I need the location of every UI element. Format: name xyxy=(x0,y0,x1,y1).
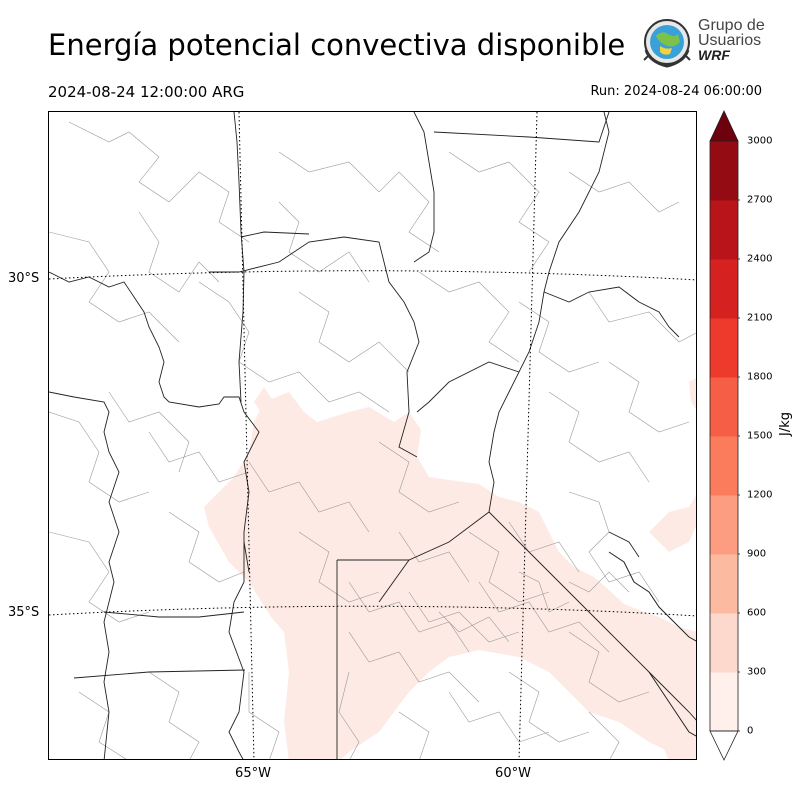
colorbar-tick-label: 600 xyxy=(747,607,767,619)
coastline xyxy=(608,551,696,737)
lat-label-35s: 35°S xyxy=(8,605,40,620)
colorbar-tick-label: 2400 xyxy=(747,253,773,265)
colorbar-tick-label: 2100 xyxy=(747,312,773,324)
logo-line-2: Usuarios xyxy=(698,32,762,49)
colorbar-unit: J/kg xyxy=(778,412,793,436)
logo: Grupo de Usuarios WRF xyxy=(638,16,768,72)
colorbar-segment xyxy=(710,259,738,319)
lon-label-65w: 65°W xyxy=(235,766,271,781)
colorbar-segments xyxy=(710,141,740,732)
colorbar-segment xyxy=(710,613,738,673)
colorbar-segment xyxy=(710,377,738,437)
colorbar-segment xyxy=(710,554,738,614)
globe-logo-icon xyxy=(643,19,691,68)
lat-label-30s: 30°S xyxy=(8,271,40,286)
colorbar-segment xyxy=(710,141,738,201)
map-canvas xyxy=(49,112,696,759)
colorbar-tick-label: 1500 xyxy=(747,430,773,442)
colorbar-segment xyxy=(710,436,738,496)
logo-text: Grupo de Usuarios WRF xyxy=(698,18,765,63)
colorbar xyxy=(709,110,740,761)
cape-shading xyxy=(204,378,696,759)
colorbar-segment xyxy=(710,200,738,260)
colorbar-tick-label: 300 xyxy=(747,666,767,678)
map-panel xyxy=(48,111,697,760)
map-title: Energía potencial convectiva disponible xyxy=(48,28,626,62)
lon-label-60w: 60°W xyxy=(495,766,531,781)
colorbar-tick-label: 1200 xyxy=(747,489,773,501)
logo-line-3: WRF xyxy=(698,47,730,63)
department-boundaries xyxy=(49,121,696,759)
colorbar-lower-arrow xyxy=(709,730,739,761)
colorbar-frame xyxy=(709,140,739,732)
colorbar-tick-label: 1800 xyxy=(747,371,773,383)
graticule xyxy=(49,112,696,759)
valid-time: 2024-08-24 12:00:00 ARG xyxy=(48,83,245,101)
colorbar-segment xyxy=(710,318,738,378)
colorbar-segment xyxy=(710,495,738,555)
colorbar-upper-arrow xyxy=(709,110,739,142)
colorbar-tick-label: 2700 xyxy=(747,194,773,206)
colorbar-tick-label: 0 xyxy=(747,725,754,737)
colorbar-tick-label: 900 xyxy=(747,548,767,560)
logo-line-1: Grupo de xyxy=(698,17,765,34)
colorbar-segment xyxy=(710,672,738,732)
province-boundaries xyxy=(49,112,696,759)
colorbar-tick-label: 3000 xyxy=(747,135,773,147)
run-time: Run: 2024-08-24 06:00:00 xyxy=(590,84,762,99)
